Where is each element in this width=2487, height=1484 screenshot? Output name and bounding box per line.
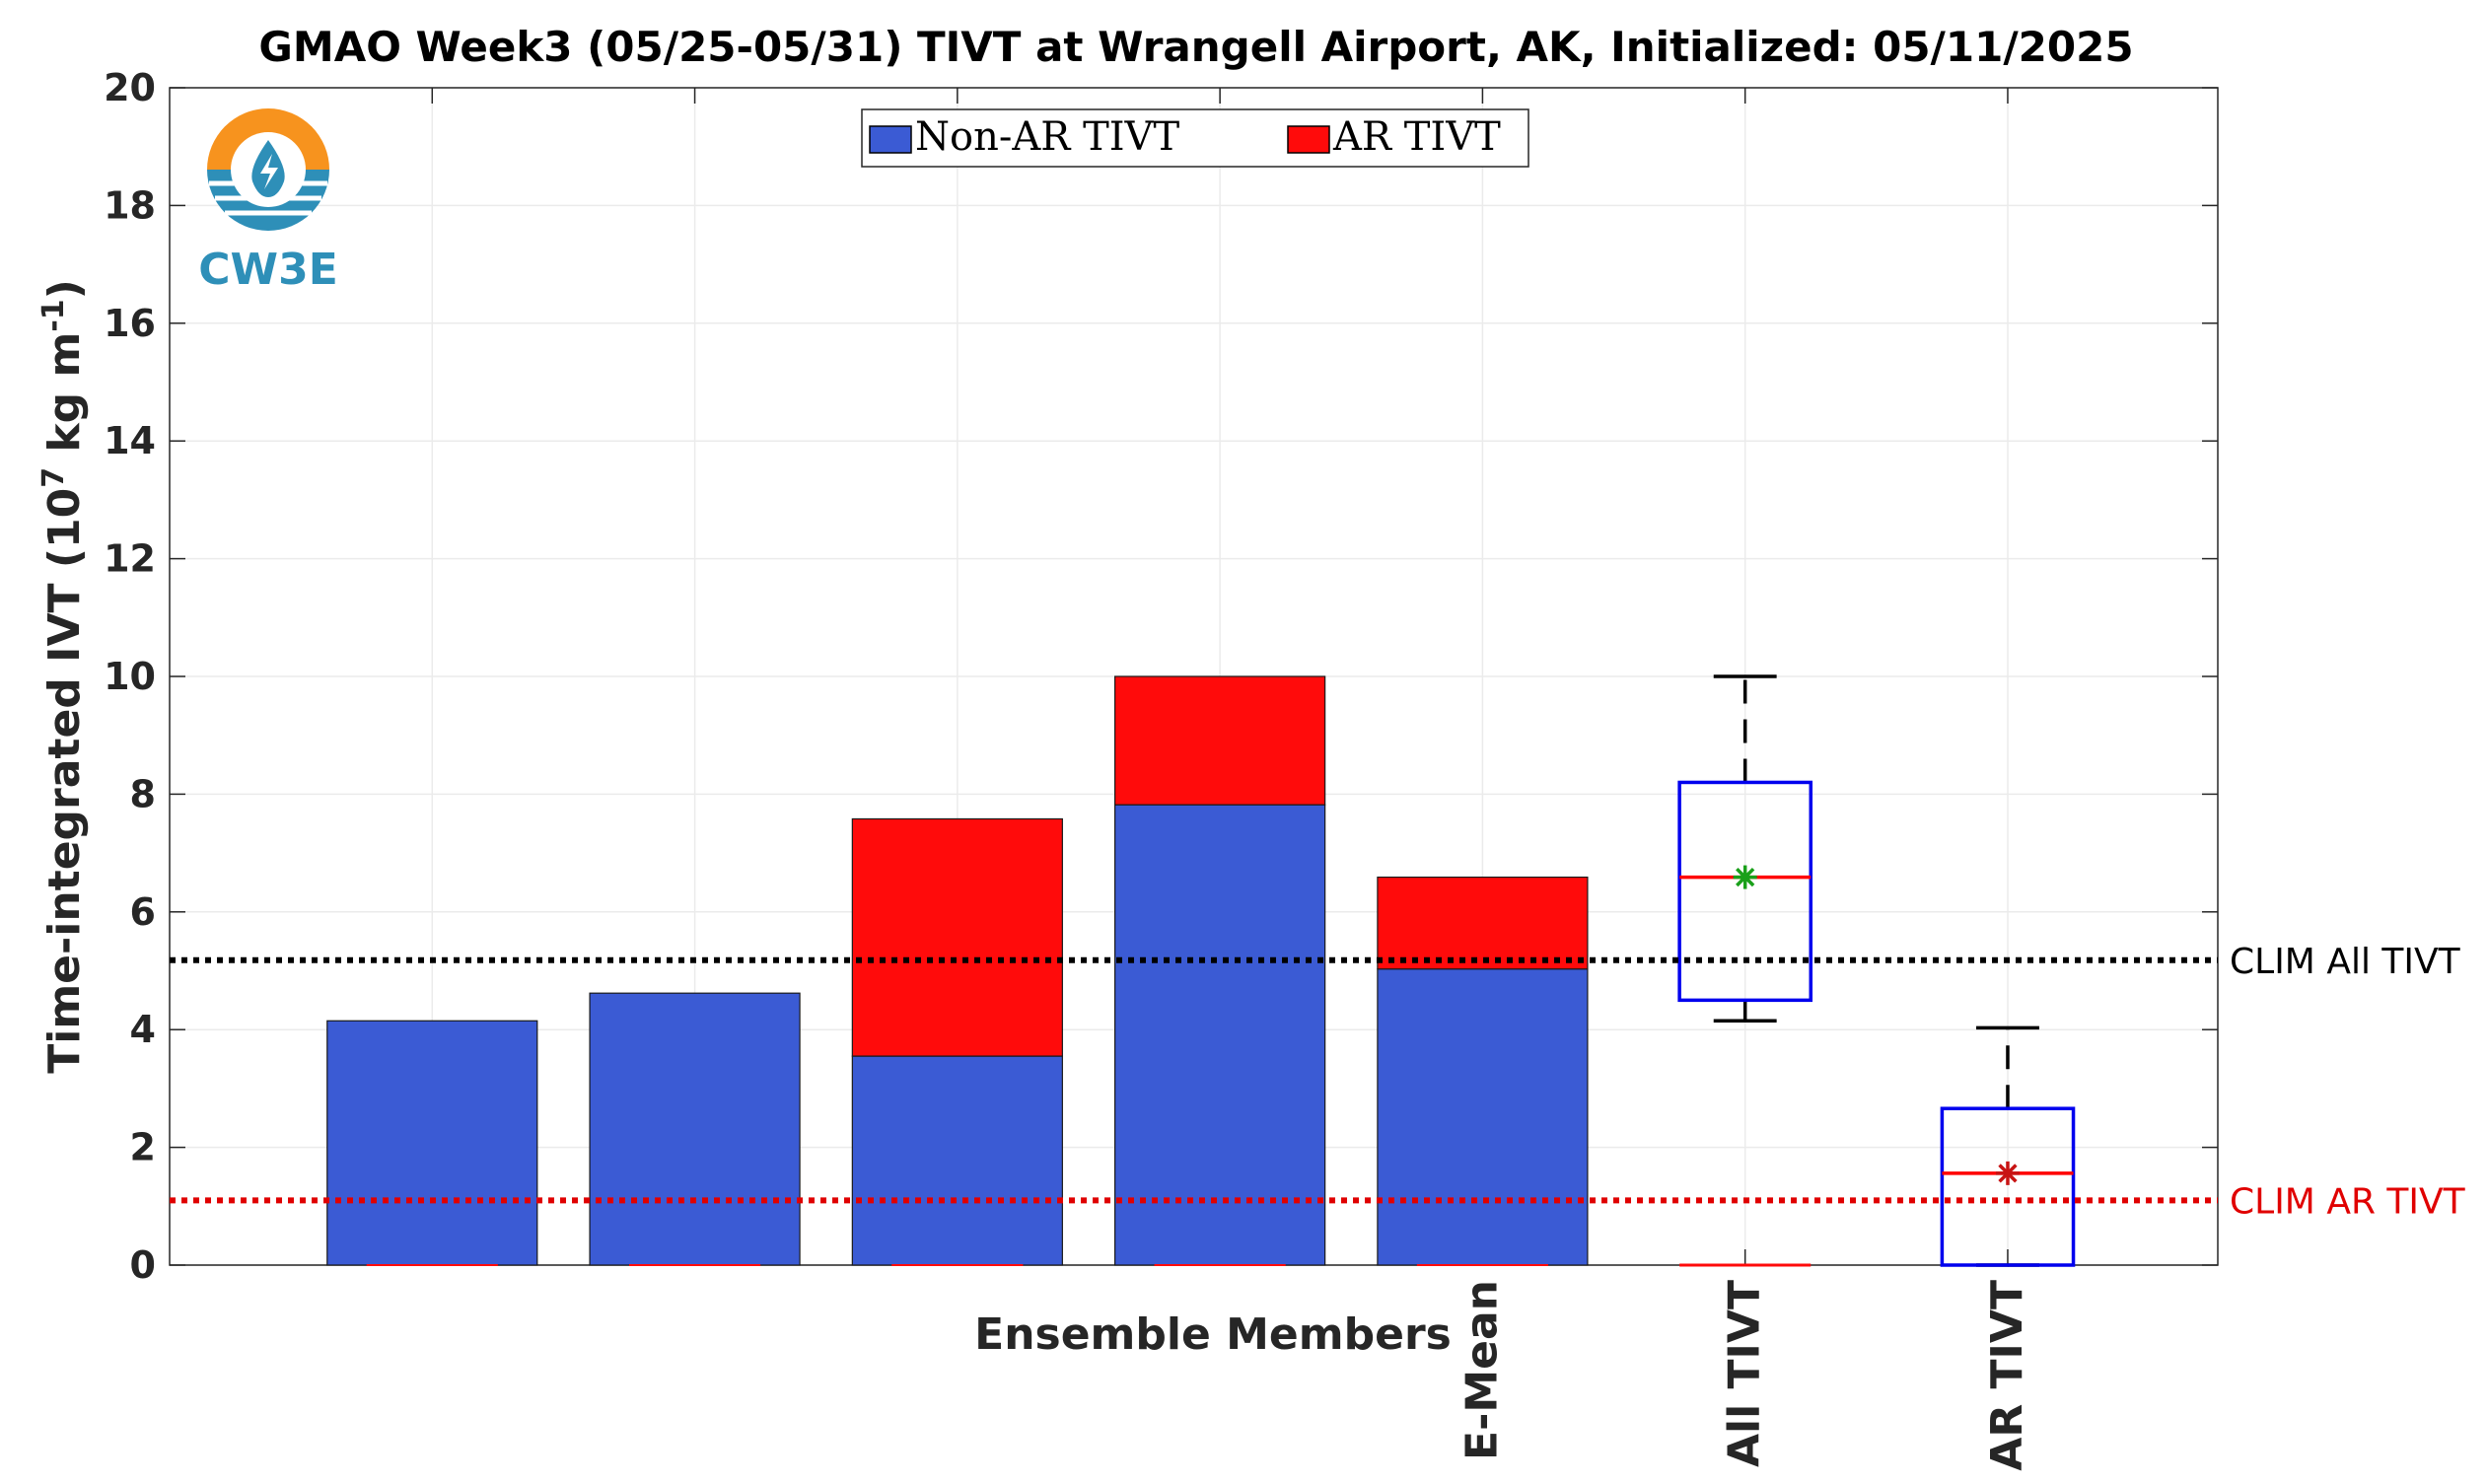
- bar-non-ar: [1114, 804, 1326, 1266]
- y-tick-label: 14: [104, 419, 156, 462]
- legend: Non-AR TIVT AR TIVT: [861, 108, 1529, 168]
- y-tick-label: 4: [130, 1008, 156, 1051]
- bar-ar: [851, 817, 1063, 1057]
- bar-ar: [1114, 675, 1326, 806]
- box-mean-marker: [1995, 1161, 2020, 1185]
- box-mean-marker: [1733, 865, 1757, 889]
- reference-line-label: CLIM AR TIVT: [2230, 1181, 2466, 1222]
- y-axis-label-units: kg m: [39, 332, 90, 467]
- stacked-bars: [326, 675, 1589, 1266]
- bar-non-ar: [851, 1055, 1063, 1266]
- y-tick-label: 18: [104, 183, 156, 227]
- box-plots: [1677, 674, 2076, 1267]
- y-tick-labels: 0 2 4 6 8 10 12 14 16 18 20: [104, 66, 156, 1287]
- box-iqr: [1940, 1106, 2076, 1267]
- cw3e-logo: CW3E: [198, 108, 338, 295]
- y-axis-label-exponent-2: -1: [36, 299, 71, 331]
- bar-non-ar: [1377, 968, 1589, 1266]
- x-tick-label: AR TIVT: [1982, 1280, 2032, 1471]
- y-tick-label: 8: [130, 772, 156, 815]
- legend-swatch-ar: [1287, 125, 1330, 154]
- bar-non-ar: [589, 992, 801, 1266]
- x-tick-label: All TIVT: [1720, 1280, 1770, 1467]
- x-tick-labels: E-Mean All TIVT AR TIVT: [1457, 1280, 2032, 1471]
- x-axis-label: Ensemble Members: [974, 1309, 1452, 1360]
- mean-marker-stroke: [1736, 867, 1755, 887]
- legend-label-ar: AR TIVT: [1332, 114, 1501, 160]
- legend-box: [861, 108, 1529, 168]
- y-axis-label-main: Time-integrated IVT (10: [39, 488, 90, 1074]
- y-tick-label: 12: [104, 537, 156, 581]
- lightning-icon: [260, 154, 278, 189]
- mean-marker-stroke: [1998, 1164, 2018, 1183]
- logo-text: CW3E: [198, 245, 338, 295]
- x-tick-label: E-Mean: [1457, 1280, 1507, 1460]
- box-iqr: [1677, 780, 1813, 1003]
- y-axis-label-close: ): [39, 279, 90, 299]
- reference-lines: CLIM All TIVT CLIM AR TIVT: [170, 942, 2466, 1222]
- reference-line-label: CLIM All TIVT: [2230, 942, 2461, 982]
- bar-non-ar: [326, 1020, 538, 1266]
- legend-swatch-non-ar: [869, 125, 912, 154]
- legend-label-non-ar: Non-AR TIVT: [915, 114, 1179, 160]
- y-tick-label: 16: [104, 302, 156, 345]
- y-tick-label: 6: [130, 890, 156, 934]
- y-tick-label: 20: [104, 66, 156, 109]
- bar-ar: [1377, 876, 1589, 970]
- y-tick-label: 0: [130, 1243, 156, 1287]
- y-tick-label: 2: [130, 1126, 156, 1169]
- y-axis-label-exponent: 7: [36, 467, 71, 488]
- y-tick-label: 10: [104, 655, 156, 698]
- chart-title: GMAO Week3 (05/25-05/31) TIVT at Wrangel…: [258, 23, 2133, 71]
- y-axis-label: Time-integrated IVT (107 kg m-1): [36, 279, 90, 1074]
